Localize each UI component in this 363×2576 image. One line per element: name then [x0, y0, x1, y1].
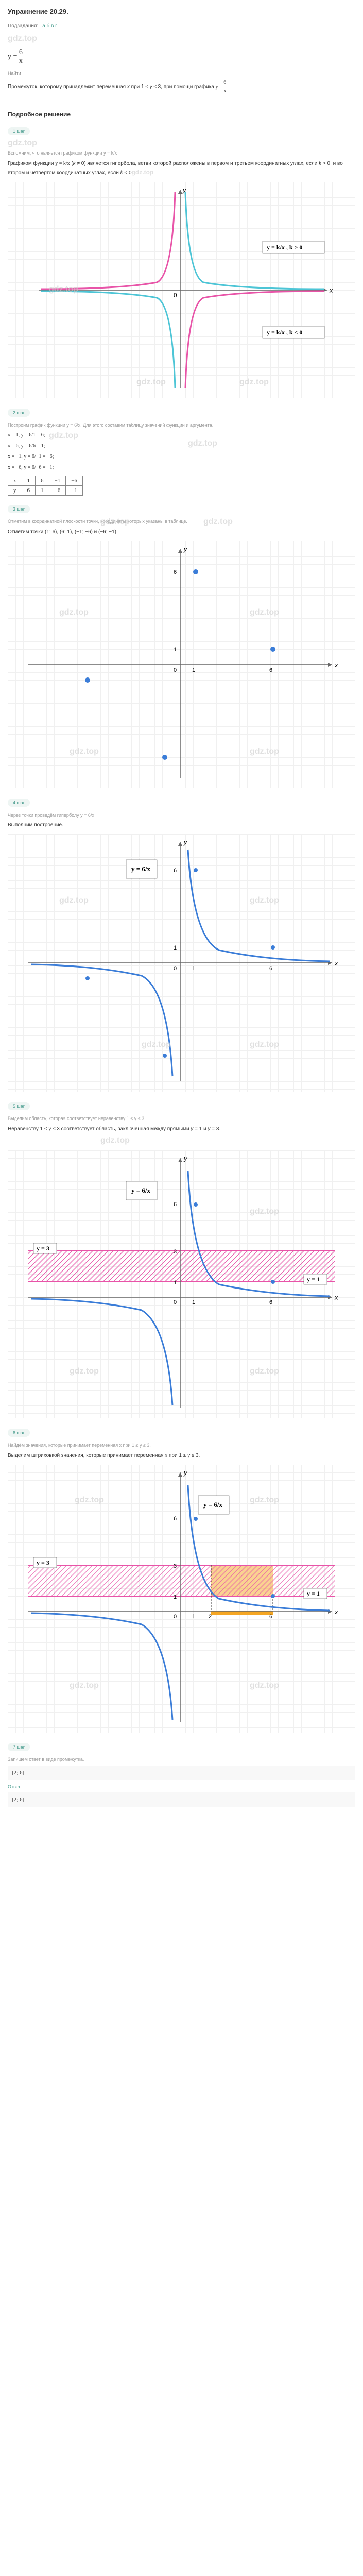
chart-solution: x y 0 1 2 6 1 3 6 y = 6/x y = 3 y = 1 gd…	[8, 1465, 355, 1733]
svg-text:1: 1	[192, 1299, 195, 1306]
svg-text:6: 6	[269, 1299, 272, 1306]
step-pill-7: 7 шаг	[8, 1743, 30, 1751]
chart-hyperbola-sign: x y 0 y = k/x , k > 0 y = k/x , k < 0 gd…	[8, 182, 355, 398]
svg-text:6: 6	[174, 1516, 177, 1522]
svg-text:y: y	[183, 1155, 188, 1162]
svg-text:3: 3	[174, 1563, 177, 1569]
svg-text:6: 6	[269, 1614, 272, 1620]
calc-2: x = 6, y = 6/6 = 1;	[8, 442, 355, 450]
step1-text: Графиком функции y = k/x (k ≠ 0) являетс…	[8, 160, 355, 177]
step-pill-2: 2 шаг	[8, 409, 30, 417]
svg-text:x: x	[334, 1608, 338, 1616]
answer-box-2: [2; 6].	[8, 1792, 355, 1807]
svg-text:6: 6	[269, 965, 272, 972]
svg-text:x: x	[329, 286, 333, 294]
step4-hint: Через точки проведём гиперболу y = 6/x	[8, 812, 355, 819]
svg-text:1: 1	[192, 965, 195, 972]
svg-text:y = k/x , k < 0: y = k/x , k < 0	[267, 329, 302, 336]
svg-text:6: 6	[174, 1201, 177, 1208]
calc-1: x = 1, y = 6/1 = 6;	[8, 431, 355, 439]
step5-text: Неравенству 1 ≤ y ≤ 3 соответствует обла…	[8, 1125, 355, 1133]
values-table: x16−1−6 y61−6−1	[8, 476, 83, 496]
step1-hint: Вспомним, что является графиком функции …	[8, 150, 355, 157]
find-label: Найти	[8, 71, 355, 76]
step7-hint: Запишем ответ в виде промежутка.	[8, 1756, 355, 1763]
svg-text:0: 0	[174, 1299, 177, 1306]
svg-text:1: 1	[174, 945, 177, 951]
calc-3: x = −1, y = 6/−1 = −6;	[8, 453, 355, 461]
svg-text:y = 6/x: y = 6/x	[131, 865, 151, 873]
watermark: gdz.top	[8, 139, 355, 148]
svg-text:y = 6/x: y = 6/x	[203, 1501, 223, 1509]
svg-text:y = 6/x: y = 6/x	[131, 1187, 151, 1194]
svg-text:6: 6	[269, 667, 272, 673]
svg-text:1: 1	[174, 1280, 177, 1286]
step6-hint: Найдём значения, которые принимает перем…	[8, 1442, 355, 1449]
detailed-header: Подробное решение	[8, 111, 355, 118]
svg-text:x: x	[334, 959, 338, 967]
svg-text:2: 2	[209, 1614, 212, 1620]
step3-text: Отметим точки (1; 6), (6; 1), (−1; −6) и…	[8, 528, 355, 536]
watermark: gdz.top	[8, 34, 355, 43]
step4-text: Выполним построение.	[8, 821, 355, 829]
answer-label: Ответ:	[8, 1784, 355, 1789]
step-pill-6: 6 шаг	[8, 1429, 30, 1437]
subtasks-row: Подзадания: а б в г	[8, 23, 355, 29]
svg-text:y = 1: y = 1	[307, 1590, 320, 1597]
svg-text:0: 0	[174, 292, 177, 299]
step-pill-4: 4 шаг	[8, 799, 30, 807]
chart-hyperbola: x y 0 1 6 1 6 y = 6/x gdz.top gdz.top gd…	[8, 834, 355, 1092]
step-pill-1: 1 шаг	[8, 127, 30, 135]
step2-hint: Построим график функции y = 6/x. Для это…	[8, 422, 355, 429]
svg-text:y: y	[182, 186, 187, 194]
subtasks-label: Подзадания:	[8, 23, 38, 29]
svg-text:y: y	[183, 1469, 188, 1477]
step-pill-5: 5 шаг	[8, 1102, 30, 1110]
svg-text:1: 1	[192, 1614, 195, 1620]
svg-text:y: y	[183, 545, 188, 553]
svg-text:0: 0	[174, 965, 177, 972]
problem-text: Промежуток, которому принадлежит перемен…	[8, 79, 355, 95]
answer-box-1: [2; 6].	[8, 1766, 355, 1780]
svg-text:3: 3	[174, 1249, 177, 1255]
svg-text:x: x	[334, 661, 338, 669]
svg-text:0: 0	[174, 1614, 177, 1620]
svg-text:0: 0	[174, 667, 177, 673]
step3-hint: Отметим в координатной плоскости точки, …	[8, 518, 355, 525]
svg-text:1: 1	[192, 667, 195, 673]
svg-text:1: 1	[174, 647, 177, 653]
svg-text:y: y	[183, 838, 188, 846]
svg-text:y = k/x , k > 0: y = k/x , k > 0	[267, 244, 302, 251]
svg-text:x: x	[334, 1294, 338, 1301]
svg-text:y = 3: y = 3	[37, 1245, 49, 1252]
svg-text:6: 6	[174, 569, 177, 575]
svg-text:y = 3: y = 3	[37, 1559, 49, 1566]
chart-band: x y 0 1 6 1 3 6 y = 6/x y = 3 y = 1 gdz.…	[8, 1150, 355, 1418]
svg-text:1: 1	[174, 1594, 177, 1600]
subtasks-nums[interactable]: а б в г	[42, 23, 57, 29]
exercise-title: Упражнение 20.29.	[8, 8, 355, 15]
step6-text: Выделим штриховкой значения, которые при…	[8, 1452, 355, 1460]
chart-points: x y 0 1 6 1 6 gdz.top gdz.top gdz.top gd…	[8, 541, 355, 788]
svg-text:6: 6	[174, 868, 177, 874]
step5-hint: Выделим область, которая соответствует н…	[8, 1115, 355, 1122]
calc-4: x = −6, y = 6/−6 = −1;	[8, 464, 355, 471]
main-formula: y = 6x	[8, 48, 355, 65]
svg-text:y = 1: y = 1	[307, 1276, 320, 1283]
step-pill-3: 3 шаг	[8, 505, 30, 513]
